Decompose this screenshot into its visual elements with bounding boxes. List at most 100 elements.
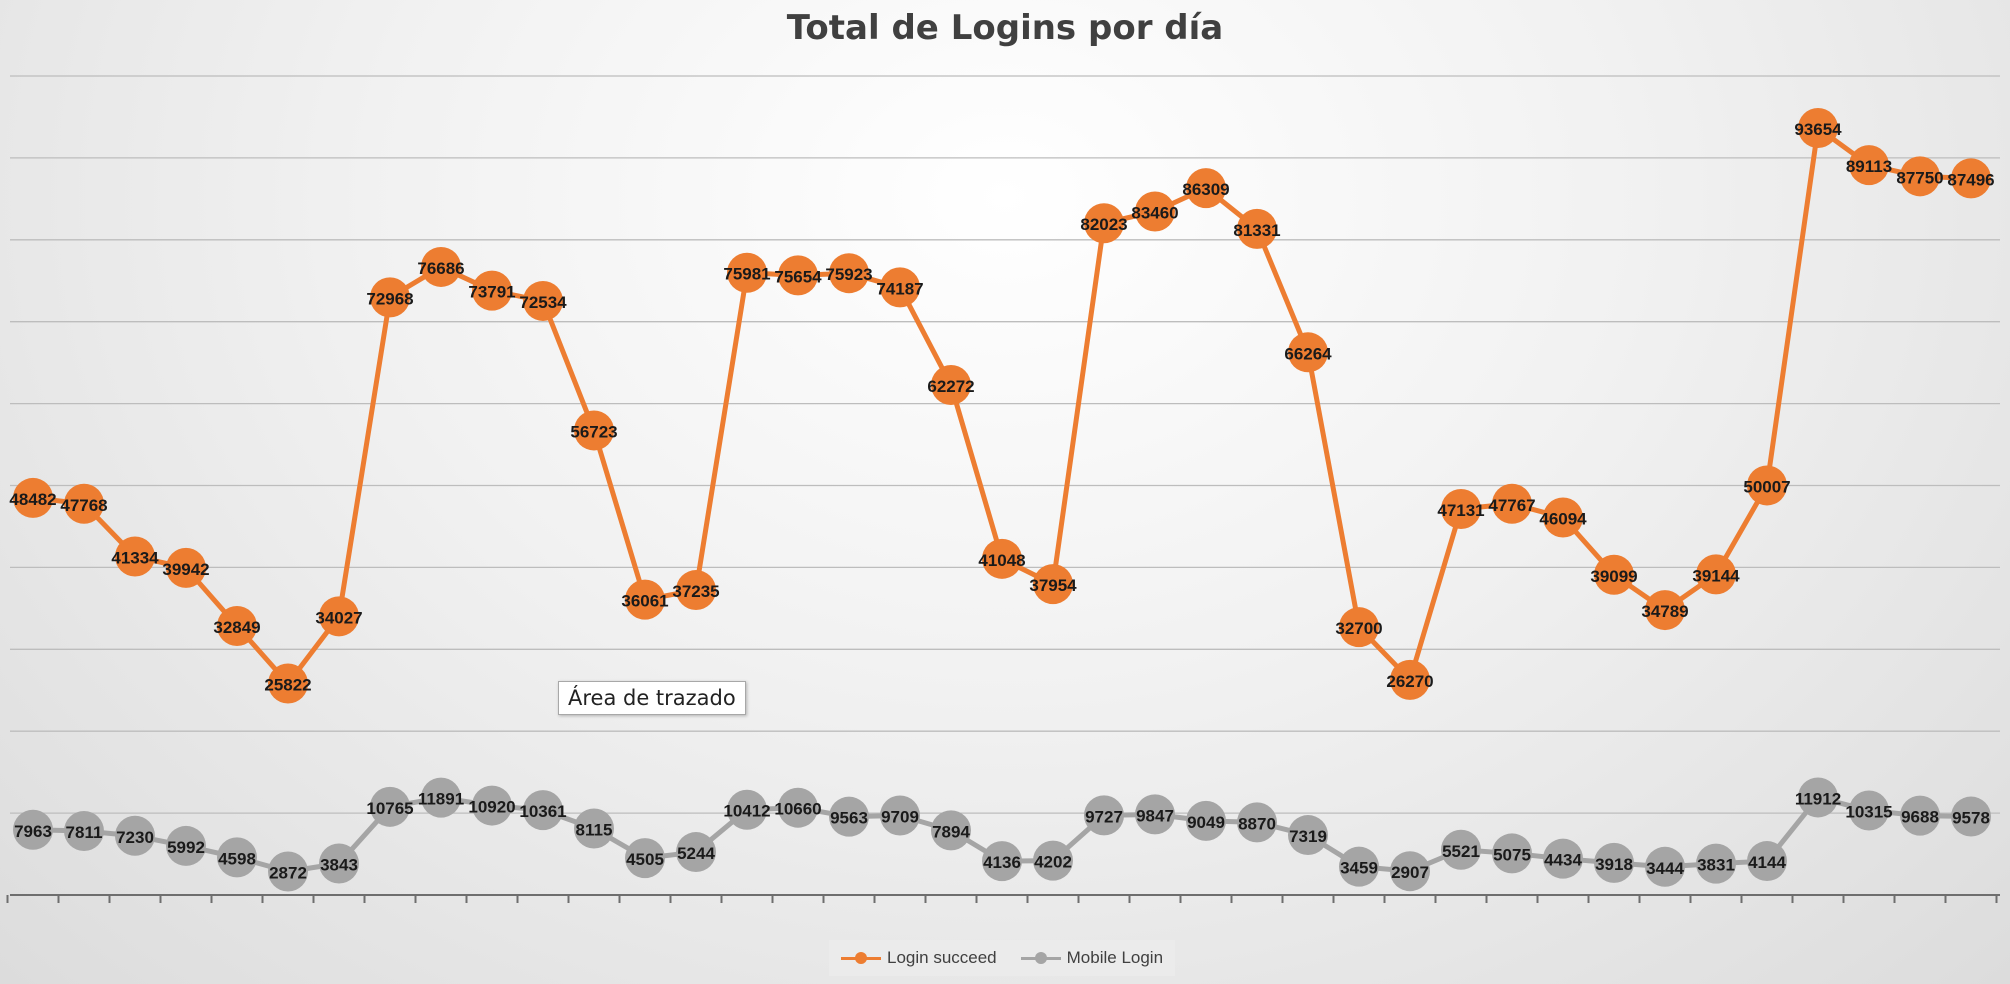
data-label: 34027: [315, 608, 362, 627]
data-point[interactable]: [523, 280, 563, 321]
data-point[interactable]: [1084, 795, 1124, 836]
data-point[interactable]: [1441, 829, 1481, 870]
data-point[interactable]: [1951, 158, 1991, 199]
data-point[interactable]: [13, 477, 53, 518]
data-point[interactable]: [1747, 841, 1787, 882]
data-point[interactable]: [1339, 607, 1379, 648]
data-point[interactable]: [1798, 777, 1838, 818]
data-point[interactable]: [574, 410, 614, 451]
data-point[interactable]: [268, 851, 308, 892]
data-point[interactable]: [1084, 203, 1124, 244]
data-point[interactable]: [1390, 659, 1430, 700]
data-point[interactable]: [421, 777, 461, 818]
data-point[interactable]: [778, 255, 818, 296]
data-label: 81331: [1233, 221, 1280, 240]
data-point[interactable]: [1186, 800, 1226, 841]
data-point[interactable]: [1390, 851, 1430, 892]
legend-dot: [855, 952, 867, 964]
data-point[interactable]: [1033, 564, 1073, 605]
data-point[interactable]: [1900, 795, 1940, 836]
data-point[interactable]: [1645, 590, 1685, 631]
data-point[interactable]: [13, 809, 53, 850]
data-label: 4434: [1544, 851, 1582, 870]
data-point[interactable]: [166, 547, 206, 588]
data-point[interactable]: [1696, 554, 1736, 595]
legend[interactable]: Login succeed Mobile Login: [829, 940, 1176, 976]
data-point[interactable]: [370, 277, 410, 318]
data-label: 3843: [320, 856, 358, 875]
data-label: 9688: [1901, 808, 1939, 827]
data-point[interactable]: [1135, 191, 1175, 232]
data-point[interactable]: [1237, 802, 1277, 843]
data-point[interactable]: [1288, 815, 1328, 856]
data-label: 9563: [830, 809, 868, 828]
data-point[interactable]: [982, 841, 1022, 882]
data-point[interactable]: [880, 795, 920, 836]
data-label: 26270: [1386, 672, 1433, 691]
data-label: 89113: [1846, 157, 1892, 176]
data-point[interactable]: [1747, 465, 1787, 506]
data-label: 32849: [213, 618, 260, 637]
data-point[interactable]: [1798, 107, 1838, 148]
data-label: 3918: [1595, 855, 1633, 874]
data-point[interactable]: [1339, 846, 1379, 887]
data-point[interactable]: [64, 811, 104, 852]
legend-item-login-succeed[interactable]: Login succeed: [841, 948, 997, 968]
data-point[interactable]: [829, 796, 869, 837]
data-point[interactable]: [625, 838, 665, 879]
data-label: 7230: [116, 828, 154, 847]
data-point[interactable]: [727, 789, 767, 830]
data-point[interactable]: [115, 536, 155, 577]
data-point[interactable]: [1492, 833, 1532, 874]
data-point[interactable]: [1645, 846, 1685, 887]
data-point[interactable]: [268, 663, 308, 704]
data-point[interactable]: [370, 786, 410, 827]
data-point[interactable]: [166, 825, 206, 866]
data-point[interactable]: [319, 843, 359, 884]
data-point[interactable]: [676, 570, 716, 611]
data-point[interactable]: [880, 267, 920, 308]
data-point[interactable]: [1492, 483, 1532, 524]
data-point[interactable]: [676, 832, 716, 873]
data-point[interactable]: [1543, 838, 1583, 879]
data-label: 76686: [417, 259, 464, 278]
data-point[interactable]: [523, 790, 563, 831]
data-point[interactable]: [64, 483, 104, 524]
data-point[interactable]: [217, 605, 257, 646]
data-point[interactable]: [982, 538, 1022, 579]
data-point[interactable]: [931, 810, 971, 851]
data-label: 75654: [774, 267, 822, 286]
data-point[interactable]: [931, 364, 971, 405]
data-point[interactable]: [1849, 790, 1889, 831]
data-point[interactable]: [1594, 842, 1634, 883]
data-point[interactable]: [1900, 156, 1940, 197]
data-label: 39942: [162, 560, 209, 579]
data-point[interactable]: [1237, 208, 1277, 249]
data-point[interactable]: [574, 808, 614, 849]
data-point[interactable]: [1696, 843, 1736, 884]
data-point[interactable]: [727, 252, 767, 293]
data-point[interactable]: [115, 815, 155, 856]
data-point[interactable]: [421, 246, 461, 287]
data-point[interactable]: [1033, 840, 1073, 881]
data-point[interactable]: [217, 837, 257, 878]
data-point[interactable]: [1543, 497, 1583, 538]
data-point[interactable]: [1951, 796, 1991, 837]
data-point[interactable]: [319, 596, 359, 637]
data-label: 9578: [1952, 809, 1990, 828]
data-point[interactable]: [625, 579, 665, 620]
data-point[interactable]: [472, 270, 512, 311]
data-point[interactable]: [1288, 332, 1328, 373]
data-point[interactable]: [829, 253, 869, 294]
data-point[interactable]: [1135, 794, 1175, 835]
data-point[interactable]: [472, 785, 512, 826]
data-point[interactable]: [778, 787, 818, 828]
data-point[interactable]: [1441, 488, 1481, 529]
data-point[interactable]: [1186, 168, 1226, 209]
legend-item-mobile-login[interactable]: Mobile Login: [1020, 948, 1163, 968]
data-point[interactable]: [1594, 554, 1634, 595]
data-point[interactable]: [1849, 145, 1889, 186]
data-label: 4136: [983, 853, 1021, 872]
data-label: 3444: [1646, 859, 1684, 878]
